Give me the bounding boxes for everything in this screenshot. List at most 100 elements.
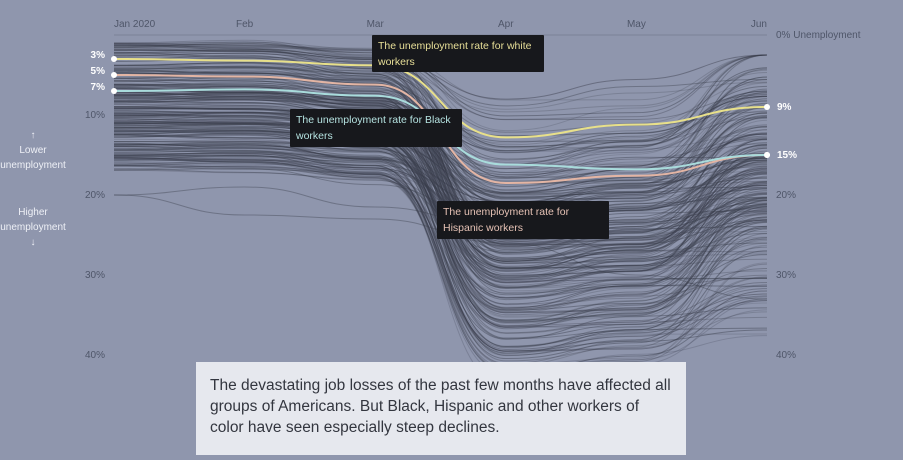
background-line — [113, 50, 768, 251]
background-line — [113, 141, 768, 289]
background-line — [113, 90, 768, 170]
background-line — [113, 83, 768, 198]
start-value-label: 5% — [91, 66, 106, 77]
background-line — [113, 103, 768, 219]
background-line — [113, 120, 768, 326]
y-axis-ticks: 10% 20% 30% 40% 20% 30% 40% — [85, 110, 796, 361]
background-line — [113, 67, 768, 259]
background-line — [113, 43, 768, 121]
background-line — [113, 68, 768, 264]
background-line — [113, 134, 768, 316]
background-line — [113, 51, 768, 133]
background-line — [113, 95, 768, 249]
background-line — [113, 94, 768, 215]
x-tick-label: Apr — [498, 19, 514, 30]
background-line — [113, 101, 768, 217]
background-line — [113, 49, 768, 107]
start-value-label: 3% — [91, 50, 106, 61]
background-line — [113, 56, 768, 233]
background-line — [113, 165, 768, 372]
background-line — [113, 93, 768, 194]
background-line — [113, 94, 768, 248]
background-line — [113, 52, 768, 245]
background-line — [113, 65, 768, 225]
background-line — [113, 117, 768, 241]
background-line — [113, 101, 768, 324]
background-line — [113, 111, 768, 184]
background-line — [113, 127, 768, 197]
background-line — [113, 163, 768, 372]
up-arrow-icon: ↑ — [30, 130, 36, 141]
background-line — [113, 116, 768, 309]
caption-box: The devastating job losses of the past f… — [196, 362, 686, 455]
y-tick-label-right: 20% — [776, 190, 796, 201]
background-line — [113, 72, 768, 240]
background-line — [113, 114, 768, 203]
background-line — [113, 44, 768, 237]
background-line — [113, 111, 768, 328]
background-line — [113, 101, 768, 203]
background-line — [113, 74, 768, 219]
background-line — [113, 87, 768, 195]
background-line — [113, 99, 768, 205]
background-line — [113, 141, 768, 322]
background-line — [113, 111, 768, 194]
background-line — [113, 147, 768, 352]
background-line — [113, 115, 768, 180]
background-line — [113, 41, 768, 236]
background-line — [113, 161, 768, 387]
background-line — [113, 91, 768, 194]
background-line — [113, 110, 768, 178]
background-line — [113, 153, 768, 365]
background-line — [113, 151, 768, 371]
background-line — [113, 164, 768, 311]
background-line — [113, 77, 768, 244]
higher-unemployment-label: Higher unemployment ↓ — [0, 205, 73, 250]
background-line — [113, 96, 768, 200]
background-line — [113, 91, 768, 250]
end-point — [764, 152, 770, 158]
background-line — [113, 72, 768, 193]
background-line — [113, 99, 768, 289]
background-line — [113, 86, 768, 259]
y-tick-label-right: 30% — [776, 270, 796, 281]
background-line — [113, 112, 768, 314]
background-line — [113, 143, 768, 225]
annotation-white-text: The unemployment rate for white workers — [378, 40, 532, 68]
background-line — [113, 96, 768, 277]
background-line — [113, 144, 768, 352]
background-line — [113, 95, 768, 194]
background-line — [113, 82, 768, 263]
background-line — [113, 154, 768, 321]
y-tick-label-left: 10% — [85, 110, 105, 121]
background-line — [113, 153, 768, 347]
background-line — [113, 62, 768, 225]
background-line — [113, 107, 768, 209]
background-line — [113, 149, 768, 352]
x-tick-label: May — [627, 19, 646, 30]
end-value-label: 15% — [777, 150, 797, 161]
x-axis-ticks: Jan 2020 Feb Mar Apr May Jun — [114, 19, 767, 30]
background-line — [113, 121, 768, 322]
background-line — [113, 120, 768, 226]
background-line — [113, 129, 768, 340]
background-line — [113, 157, 768, 369]
background-line — [113, 70, 768, 240]
background-line — [113, 123, 768, 243]
background-line — [113, 127, 768, 308]
background-line — [113, 54, 768, 230]
background-line — [113, 102, 768, 199]
background-line — [113, 150, 768, 215]
background-line — [113, 157, 768, 355]
higher-unemployment-text: Higher unemployment — [0, 207, 66, 233]
background-line — [113, 112, 768, 204]
background-line — [113, 79, 768, 246]
background-line — [113, 159, 768, 210]
background-line — [113, 130, 768, 299]
background-line — [113, 118, 768, 245]
background-line — [113, 44, 768, 101]
background-line — [113, 57, 768, 217]
background-line — [113, 97, 768, 243]
background-line — [113, 90, 768, 237]
background-line — [113, 96, 768, 196]
